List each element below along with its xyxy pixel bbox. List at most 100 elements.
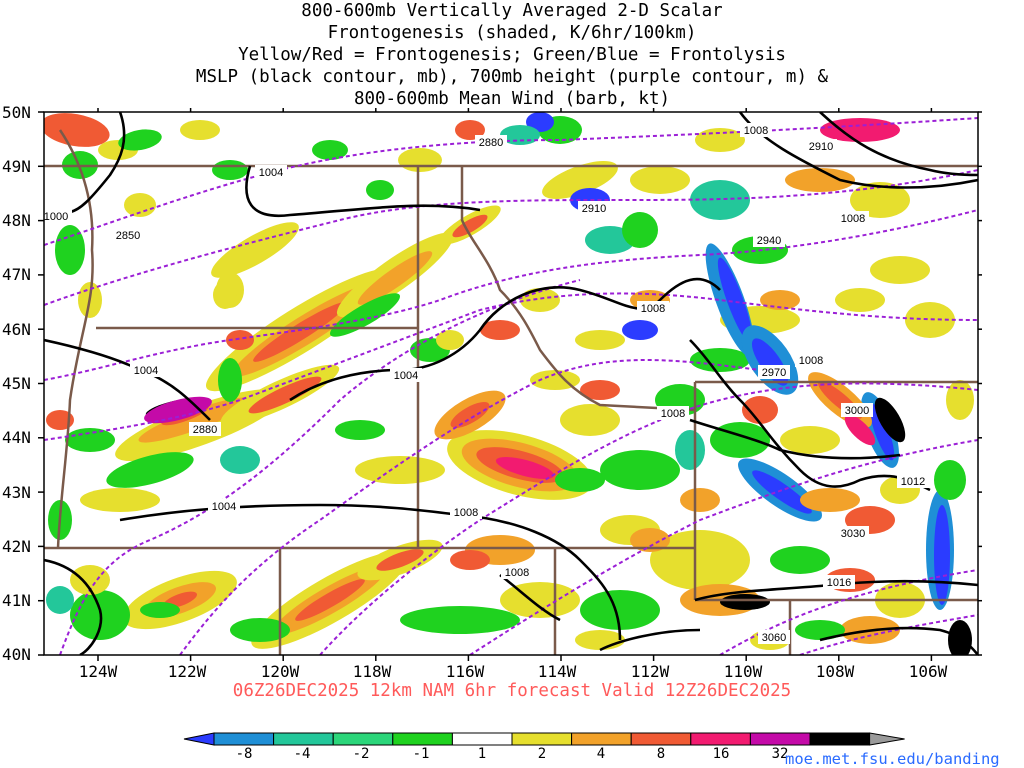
colorbar-label: -4 (293, 746, 311, 762)
height-contour (44, 292, 978, 441)
height-contour (719, 569, 978, 655)
shading-patch (869, 403, 895, 461)
shading-patch (542, 161, 618, 199)
contour-label-bg (390, 368, 422, 382)
contour-label: 1004 (394, 370, 418, 382)
colorbar-label: 16 (712, 746, 730, 762)
height-contours-700mb (44, 117, 978, 655)
shading-patch (226, 330, 254, 350)
contour-label: 1008 (744, 125, 768, 137)
shading-patch (295, 579, 365, 621)
height-contour (319, 382, 978, 655)
contour-label: 1016 (827, 577, 851, 589)
lon-label: 116W (445, 662, 485, 681)
colorbar-segment (511, 732, 573, 746)
lat-label: 47N (2, 265, 31, 284)
shading-patch (622, 320, 658, 340)
shading-patch (680, 488, 720, 512)
lat-label: 43N (2, 483, 31, 502)
colorbar-segment (273, 732, 334, 746)
mslp-contour (245, 165, 481, 218)
lon-label: 118W (352, 662, 392, 681)
shading-patch (785, 168, 855, 192)
contour-label: 1008 (841, 213, 865, 225)
shading-patch (530, 370, 580, 390)
lon-label: 120W (260, 662, 300, 681)
colorbar-label: 1 (477, 746, 487, 762)
shading-patch (398, 148, 442, 172)
shading-patch (138, 397, 252, 443)
shading-patch (874, 397, 906, 443)
shading-patch (400, 606, 520, 634)
shading-patch (560, 404, 620, 436)
lon-label: 110W (723, 662, 763, 681)
shading-patch (948, 620, 972, 655)
shading-patch (575, 630, 625, 650)
shading-patch (436, 330, 464, 350)
shading-patch (555, 468, 605, 492)
shading-patch (330, 293, 400, 337)
shading-patch (46, 410, 74, 430)
colorbar-segment (213, 732, 275, 746)
shading-patch (870, 256, 930, 284)
contour-label-bg (189, 422, 221, 436)
contour-label: 1008 (505, 567, 529, 579)
contour-labels: 1008 1004 1004 1004 1004 1008 1008 1008 1008 1008… (40, 123, 929, 644)
colorbar-segment (749, 732, 811, 746)
contour-label: 1008 (454, 507, 478, 519)
shading-patch (80, 488, 160, 512)
contour-label: 2970 (762, 367, 786, 379)
contour-label-bg (837, 211, 869, 225)
shading-patch (934, 460, 966, 500)
shading-patch (118, 129, 162, 151)
mslp-contour (44, 558, 103, 655)
colorbar-segment (332, 732, 394, 746)
title-line-1: 800-600mb Vertically Averaged 2-D Scalar (301, 1, 723, 21)
shading-patch (253, 302, 347, 362)
shading-patch (800, 488, 860, 512)
shading-patch (495, 457, 555, 479)
title-line-5: 800-600mb Mean Wind (barb, kt) (353, 89, 671, 109)
contour-label-bg (758, 365, 790, 379)
shading-patch (376, 549, 424, 571)
shading-patch (770, 546, 830, 574)
colorbar-segment (571, 732, 632, 746)
axis-ticks (38, 108, 982, 661)
contour-label-bg (112, 228, 144, 242)
shading-patch (450, 550, 490, 570)
shading-patch (248, 376, 322, 414)
contour-label: 1012 (901, 476, 925, 488)
chart-title: 800-600mb Vertically Averaged 2-D Scalar… (0, 0, 1024, 110)
contour-label-bg (255, 165, 287, 179)
lon-label: 106W (908, 662, 948, 681)
contour-label: 1004 (212, 501, 236, 513)
contour-label-bg (208, 499, 240, 513)
colorbar-label: 2 (537, 746, 547, 762)
contour-label-bg (837, 526, 869, 540)
source-url-link[interactable]: moe.met.fsu.edu/banding (785, 750, 1000, 768)
colorbar-left-arrow (183, 732, 215, 746)
shading-patch (70, 565, 110, 595)
lat-label: 48N (2, 211, 31, 230)
shading-patch (230, 618, 290, 642)
mslp-contour (819, 626, 978, 655)
lon-label: 124W (78, 662, 118, 681)
contour-label-bg (740, 123, 772, 137)
shading-patch (850, 182, 910, 218)
colorbar-label: -2 (352, 746, 370, 762)
contour-label-bg (805, 139, 837, 153)
shading-patch (650, 530, 750, 590)
shading-patch (452, 214, 488, 238)
contour-label-bg (823, 575, 855, 589)
shading-patch (905, 302, 955, 338)
shading-patch (600, 450, 680, 490)
contour-label-bg (475, 135, 507, 149)
shading-patch (844, 414, 876, 446)
contour-label: 3060 (762, 632, 786, 644)
lat-label: 40N (2, 645, 31, 664)
contour-label-bg (578, 201, 610, 215)
shading-patch (213, 281, 237, 309)
shading-patch (752, 470, 812, 514)
colorbar-segment (392, 732, 453, 746)
